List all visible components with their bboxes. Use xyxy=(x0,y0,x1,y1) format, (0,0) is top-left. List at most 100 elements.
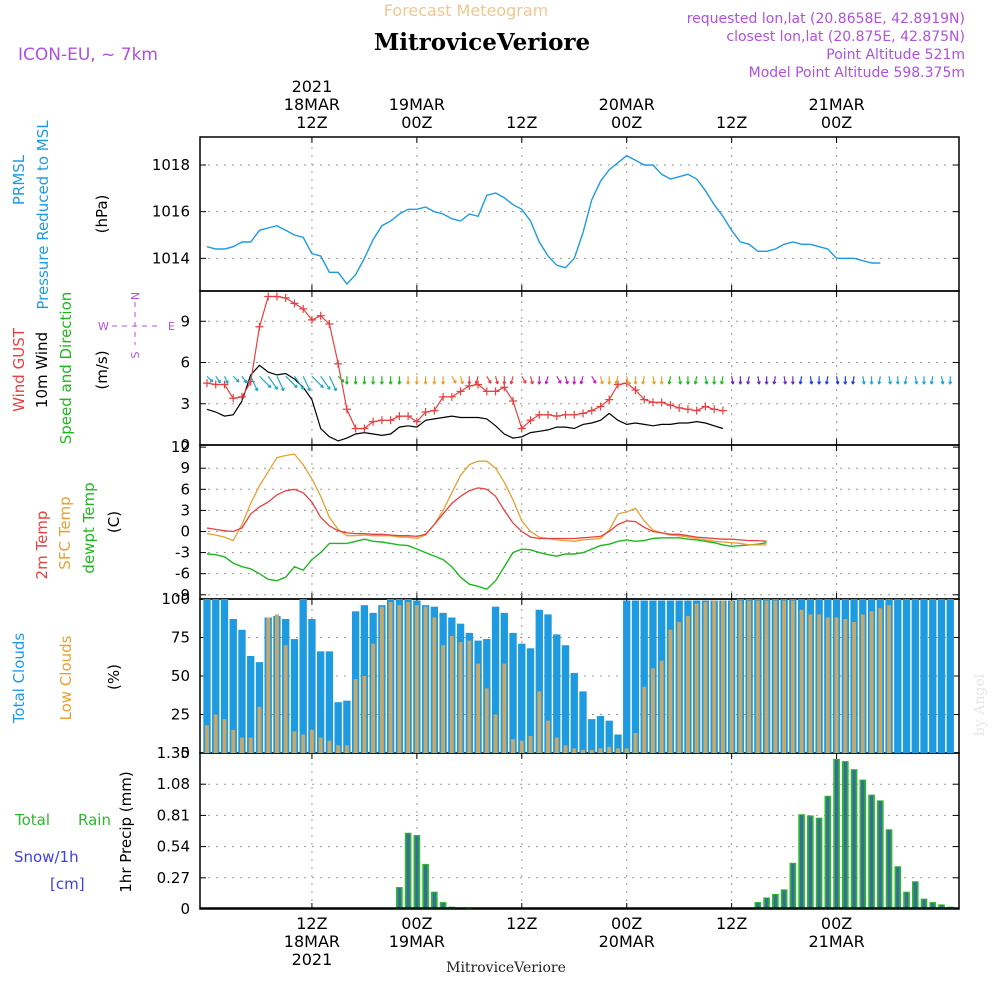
point-altitude: Point Altitude 521m xyxy=(826,47,965,63)
wind-arrow-head xyxy=(579,380,584,385)
gust-marker xyxy=(482,387,491,396)
rain-bar-inner xyxy=(939,905,944,909)
wind-arrow-head xyxy=(254,387,259,392)
pressure-unit: (hPa) xyxy=(93,195,111,234)
wind-arrow xyxy=(878,376,881,385)
low-cloud-bar xyxy=(834,617,839,753)
low-cloud-bar xyxy=(511,739,515,753)
low-cloud-bar xyxy=(414,605,419,753)
wind-arrow-head xyxy=(633,381,638,385)
y-tick-label: 1016 xyxy=(152,203,190,221)
low-cloud-bar xyxy=(484,688,489,753)
compass-e: E xyxy=(168,320,175,333)
wind-arrow-head xyxy=(798,381,803,385)
y-tick-label: 0 xyxy=(180,744,190,762)
low-cloud-bar xyxy=(790,600,795,753)
wind-unit: (m/s) xyxy=(93,350,111,389)
bottom-date-label: 20MAR xyxy=(599,932,655,951)
gust-marker xyxy=(648,398,657,407)
bottom-hour-label: 00Z xyxy=(401,914,432,933)
total-cloud-bar xyxy=(238,629,246,753)
low-cloud-bar xyxy=(782,600,787,753)
wind-arrow-head xyxy=(530,380,534,385)
compass-n: N xyxy=(129,292,142,300)
gust-marker xyxy=(491,387,500,396)
y-tick-label: 9 xyxy=(180,312,190,330)
wind-arrow xyxy=(241,375,248,384)
gust-marker xyxy=(631,386,640,394)
y-tick-label: 0 xyxy=(180,522,190,540)
data-marks xyxy=(200,154,959,909)
wind-arrow-head xyxy=(756,381,761,385)
low-cloud-bar xyxy=(310,729,314,753)
low-cloud-bar xyxy=(441,645,446,753)
low-cloud-bar xyxy=(598,748,603,753)
low-cloud-bar xyxy=(327,740,332,753)
total-cloud-bar xyxy=(911,599,919,753)
wind-arrow xyxy=(475,376,479,385)
wind-arrow xyxy=(652,376,655,385)
wind-arrow-head xyxy=(772,381,777,385)
gust-marker xyxy=(675,403,684,412)
compass-w: W xyxy=(98,320,109,333)
y-tick-label: -6 xyxy=(175,565,190,583)
wind-arrow-head xyxy=(914,381,919,385)
rain-bar-inner xyxy=(406,833,410,909)
prmsl-label: PRMSL xyxy=(10,154,28,205)
wind-arrow xyxy=(580,376,584,385)
low-cloud-bar xyxy=(808,614,813,753)
low-cloud-bar xyxy=(686,615,690,753)
low-cloud-bar xyxy=(231,729,236,753)
low-cloud-bar xyxy=(537,691,542,753)
t2m-line xyxy=(206,487,767,542)
gust-marker xyxy=(220,380,229,389)
wind-arrow-head xyxy=(502,381,507,385)
low-cloud-bar xyxy=(755,600,760,753)
total-cloud-bar xyxy=(290,639,299,753)
low-cloud-bar xyxy=(773,600,778,753)
y-tick-label: 9 xyxy=(180,459,190,477)
low-cloud-bar xyxy=(572,748,577,753)
total-cloud-bar xyxy=(894,599,902,753)
wind-arrow-head xyxy=(730,381,735,385)
top-date-label: 18MAR xyxy=(284,95,340,114)
low-cloud-bar xyxy=(712,600,717,753)
total-cloud-bar xyxy=(299,599,307,753)
total-cloud-bar xyxy=(212,599,220,753)
wind-arrow-head xyxy=(544,380,549,385)
total-cloud-bar xyxy=(509,632,517,753)
wind-arrow xyxy=(302,375,311,392)
bottom-hour-label: 12Z xyxy=(296,914,327,933)
wind-arrow-head xyxy=(869,381,874,385)
wind-arrow xyxy=(545,376,549,385)
gust-marker xyxy=(526,416,535,425)
total-cloud-bar xyxy=(920,599,928,753)
low-cloud-bar xyxy=(633,732,638,753)
wind-arrow xyxy=(783,376,787,385)
gust-marker xyxy=(710,405,719,414)
wind-arrow-head xyxy=(678,381,683,385)
wind-arrow xyxy=(259,375,272,388)
total-cloud-bar xyxy=(334,702,342,753)
wind-arrow xyxy=(486,375,492,384)
wind-arrow xyxy=(809,376,813,385)
requested-lonlat: requested lon,lat (20.8658E, 42.8919N) xyxy=(687,11,965,27)
low-cloud-bar xyxy=(467,640,472,753)
wind-arrow-head xyxy=(388,381,393,385)
wind-arrow-head xyxy=(929,381,934,385)
gust-marker xyxy=(587,406,596,415)
low-cloud-bar xyxy=(825,617,830,753)
total-cloud-bar xyxy=(308,619,316,753)
wind-arrow-head xyxy=(495,380,499,385)
low-cloud-bar xyxy=(449,635,454,753)
low-cloud-bar xyxy=(476,663,480,753)
t2m-label: 2m Temp xyxy=(33,511,51,580)
wind-arrow-head xyxy=(948,381,953,385)
wind-arrow-head xyxy=(307,387,311,392)
footer-station: MitroviceVeriore xyxy=(446,960,566,976)
pressure-line xyxy=(206,154,881,286)
total-cloud-bar xyxy=(570,672,578,753)
wind-arrow xyxy=(626,376,629,385)
wind-arrow-head xyxy=(414,381,419,385)
